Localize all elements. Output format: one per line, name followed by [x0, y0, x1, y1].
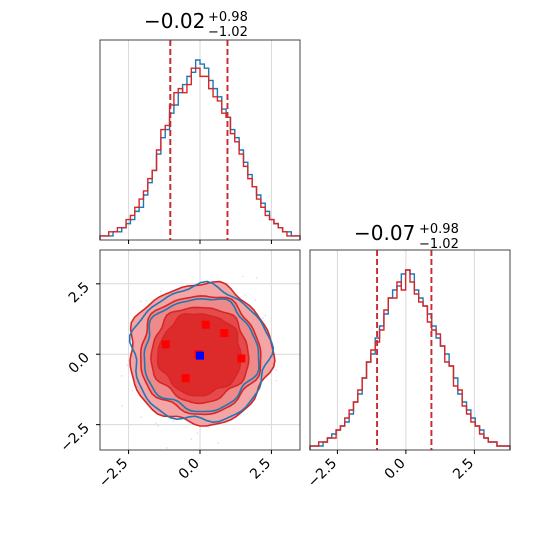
marker-red — [220, 329, 229, 338]
histogram-series-a — [309, 269, 511, 450]
sample-point — [242, 275, 244, 278]
sample-point — [275, 369, 278, 372]
sample-point — [190, 438, 193, 440]
axes-frame — [309, 249, 511, 451]
sample-point — [256, 277, 258, 279]
sample-point — [166, 447, 168, 449]
histogram-series-b — [99, 67, 301, 240]
sample-point — [157, 425, 160, 427]
sample-point — [262, 317, 264, 319]
sample-point — [172, 420, 175, 423]
sample-point — [131, 389, 134, 392]
sample-point — [207, 426, 210, 429]
marker-red — [201, 320, 210, 329]
sample-point — [264, 314, 267, 317]
contour-plot-area — [100, 250, 300, 450]
marker-red — [237, 354, 246, 363]
sample-point — [126, 364, 129, 366]
x-tick-label: 0.0 — [382, 456, 409, 483]
sample-point — [196, 432, 199, 434]
x-tick-label: −2.5 — [305, 456, 340, 491]
histogram-series-a — [99, 59, 301, 240]
title-top-left-value: −0.02 — [144, 9, 205, 33]
histogram-panel-bottom-right: −2.5 0.0 2.5 — [305, 249, 511, 491]
marker-blue — [196, 351, 204, 360]
marker-red — [161, 340, 170, 349]
title-bottom-right-upper-error: +0.98 — [419, 222, 459, 237]
sample-point — [120, 375, 123, 377]
title-bottom-right: −0.07 +0.98 −1.02 — [354, 221, 459, 252]
contour-panel-bottom-left: −2.5 0.0 2.5 2.5 0.0 −2.5 — [57, 249, 301, 491]
sample-point — [244, 293, 246, 296]
title-bottom-right-lower-error: −1.02 — [419, 237, 459, 252]
y-tick-label: 2.5 — [66, 279, 93, 306]
x-tick-label: 2.5 — [247, 456, 274, 483]
title-top-left-lower-error: −1.02 — [208, 25, 248, 40]
x-tick-label: −2.5 — [96, 456, 131, 491]
contour-level-a — [128, 280, 275, 424]
sample-point — [160, 290, 162, 293]
sample-point — [140, 416, 143, 419]
histogram-panel-top-left — [99, 39, 301, 244]
y-tick-label: 0.0 — [66, 350, 93, 377]
sample-point — [139, 300, 142, 303]
sample-point — [254, 299, 257, 301]
histogram-series-b — [309, 269, 511, 450]
title-top-left: −0.02 +0.98 −1.02 — [144, 9, 248, 40]
y-tick-label: −2.5 — [57, 420, 92, 455]
sample-point — [145, 299, 148, 302]
contour-level-a — [143, 297, 260, 413]
sample-point — [121, 405, 123, 407]
x-tick-label: 2.5 — [450, 456, 477, 483]
marker-red — [181, 374, 190, 383]
sample-point — [217, 442, 219, 444]
x-tick-label: 0.0 — [176, 456, 203, 483]
title-top-left-upper-error: +0.98 — [208, 10, 248, 25]
title-bottom-right-value: −0.07 — [354, 221, 415, 245]
sample-point — [275, 379, 278, 382]
sample-point — [155, 422, 157, 425]
